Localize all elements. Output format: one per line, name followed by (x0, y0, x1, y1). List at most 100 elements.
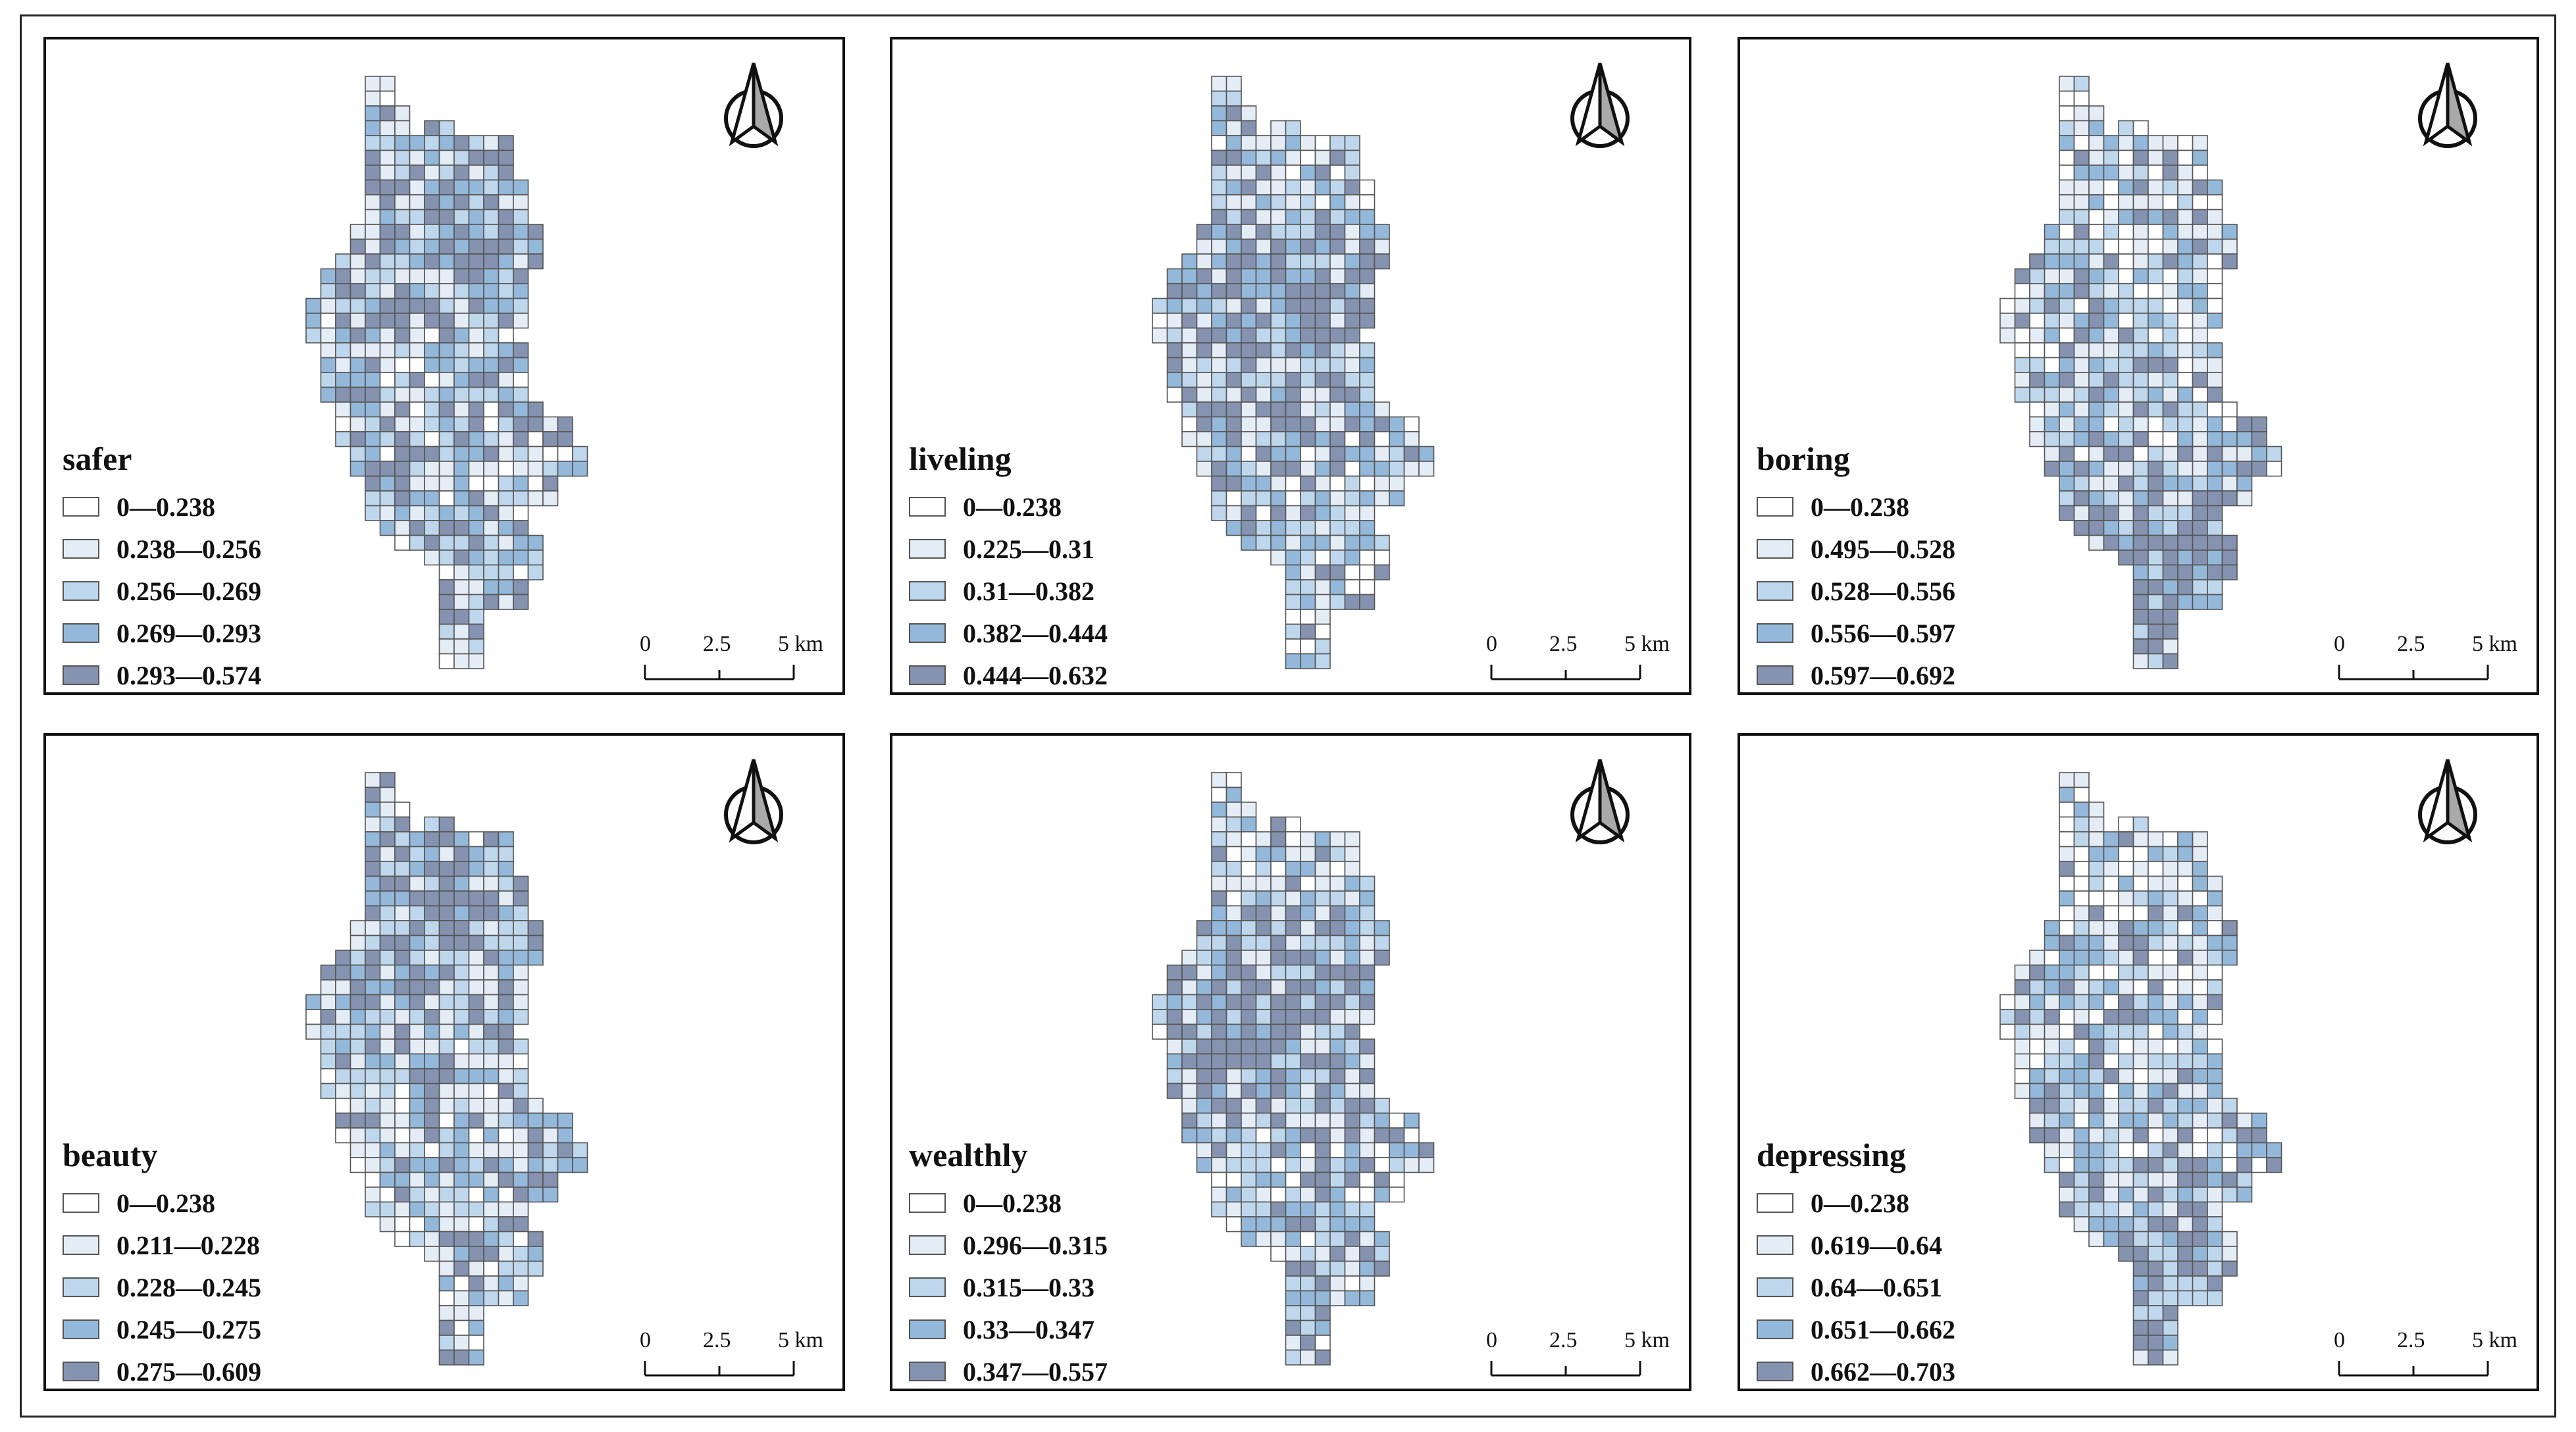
grid-cell (1285, 1009, 1301, 1025)
grid-cell (1270, 135, 1287, 151)
grid-cell (1344, 579, 1360, 596)
grid-cell (409, 253, 425, 270)
grid-cell (498, 253, 514, 270)
grid-cell (2073, 268, 2090, 284)
grid-cell (2148, 1157, 2164, 1173)
grid-cell (1314, 194, 1331, 211)
grid-cell (1255, 1083, 1272, 1099)
grid-cell (1314, 431, 1331, 448)
grid-cell (2132, 979, 2149, 996)
grid-cell (1285, 1305, 1301, 1321)
grid-cell (2177, 475, 2194, 492)
grid-cell (453, 594, 470, 610)
grid-cell (1270, 979, 1287, 996)
grid-cell (2132, 550, 2149, 566)
grid-cell (379, 149, 396, 166)
grid-cell (2251, 1127, 2267, 1144)
legend-item: 0.315—0.33 (909, 1266, 1108, 1308)
grid-cell (1166, 979, 1183, 996)
grid-cell (1314, 149, 1331, 166)
grid-cell (2148, 1187, 2164, 1203)
grid-cell (527, 1098, 544, 1114)
grid-cell (349, 950, 366, 966)
legend-label: 0.444—0.632 (963, 660, 1108, 690)
grid-cell (1255, 268, 1272, 284)
grid-cell (1359, 1187, 1376, 1203)
grid-cell (453, 179, 470, 195)
grid-cell (394, 816, 411, 832)
grid-cell (1285, 372, 1301, 388)
grid-cell (2088, 1083, 2105, 1099)
scale-label: 0 (640, 632, 651, 656)
grid-cell (1211, 1068, 1227, 1085)
scale-bar: 0 2.5 5 km (2319, 1328, 2530, 1381)
grid-cell (2118, 861, 2134, 877)
grid-cell (335, 268, 351, 284)
grid-cell (2059, 994, 2075, 1010)
grid-cell (1255, 1142, 1272, 1158)
grid-cell (1300, 653, 1316, 669)
grid-cell (438, 505, 455, 521)
grid-cell (1359, 461, 1376, 477)
grid-cell (394, 520, 411, 536)
grid-cell (468, 1246, 484, 1262)
grid-cell (1300, 238, 1316, 255)
grid-cell (2118, 372, 2134, 388)
grid-cell (1344, 238, 1360, 255)
grid-cell (1359, 490, 1376, 507)
grid-cell (1359, 994, 1376, 1010)
grid-cell (1166, 297, 1183, 314)
grid-cell (2103, 165, 2119, 181)
grid-cell (1211, 165, 1227, 181)
grid-cell (1418, 461, 1435, 477)
grid-cell (2132, 520, 2149, 536)
grid-cell (498, 1260, 514, 1277)
grid-cell (1300, 579, 1316, 596)
grid-cell (409, 401, 425, 418)
legend-swatch (1757, 623, 1793, 643)
grid-cell (483, 890, 500, 907)
grid-cell (2177, 1098, 2194, 1114)
grid-cell (513, 1142, 529, 1158)
grid-cell (498, 209, 514, 225)
legend-label: 0—0.238 (1811, 1188, 1909, 1218)
grid-cell (1314, 1038, 1331, 1055)
grid-cell (379, 1009, 396, 1025)
grid-cell (2029, 1009, 2046, 1025)
grid-cell (2132, 905, 2149, 921)
grid-cell (1389, 1112, 1405, 1129)
grid-cell (424, 268, 440, 284)
grid-cell (1329, 564, 1346, 580)
grid-cell (438, 327, 455, 344)
grid-cell (1241, 238, 1257, 255)
grid-cell (1225, 372, 1242, 388)
grid-cell (2221, 550, 2238, 566)
grid-cell (335, 313, 351, 329)
grid-cell (2162, 1275, 2178, 1292)
grid-cell (424, 416, 440, 432)
grid-cell (483, 1201, 500, 1217)
grid-cell (2148, 1335, 2164, 1351)
grid-cell (513, 534, 529, 551)
grid-cell (1270, 224, 1287, 240)
scale-label: 2.5 (1549, 1328, 1578, 1352)
grid-cell (2014, 268, 2030, 284)
grid-cell (2207, 1053, 2223, 1069)
grid-cell (2132, 579, 2149, 596)
grid-cell (438, 861, 455, 877)
grid-cell (335, 994, 351, 1010)
grid-cell (1285, 964, 1301, 981)
grid-cell (2162, 1098, 2178, 1114)
grid-cell (365, 979, 381, 996)
grid-cell (483, 1112, 500, 1129)
grid-cell (1211, 831, 1227, 848)
grid-cell (320, 342, 336, 359)
grid-cell (483, 327, 500, 344)
grid-cell (409, 1068, 425, 1085)
grid-cell (379, 76, 396, 92)
grid-cell (453, 934, 470, 951)
grid-cell (1314, 327, 1331, 344)
grid-cell (513, 1038, 529, 1055)
grid-cell (1403, 1112, 1420, 1129)
grid-cell (1270, 1142, 1287, 1158)
